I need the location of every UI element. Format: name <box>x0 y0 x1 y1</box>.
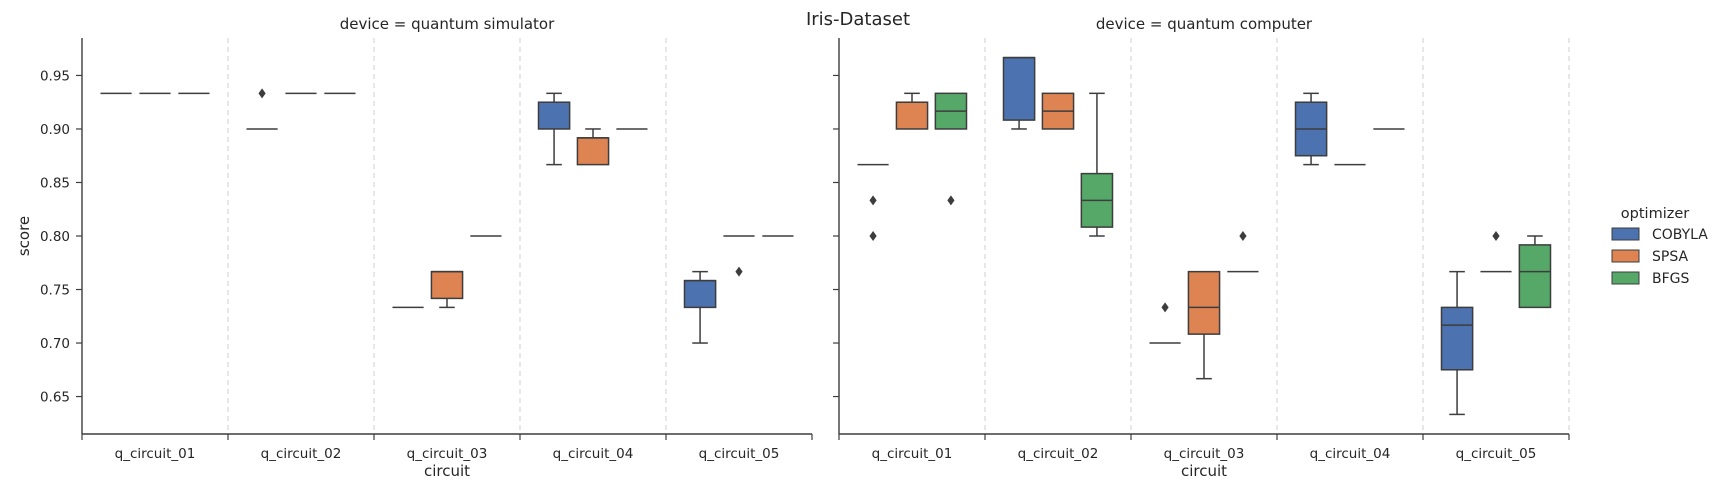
y-tick-label: 0.85 <box>40 175 70 191</box>
x-tick-label: q_circuit_04 <box>1310 446 1391 462</box>
facets: device = quantum simulator 0.65 0.70 0.75 0.… <box>15 15 1570 480</box>
y-tick-label: 0.75 <box>40 283 70 299</box>
legend-item-cobyla: COBYLA <box>1611 227 1708 243</box>
box-q_circuit_01-cobyla <box>857 163 889 241</box>
box-q_circuit_04-spsa <box>576 128 610 166</box>
outlier-point <box>1492 231 1500 241</box>
outlier-point <box>735 266 743 277</box>
box-q_circuit_03-cobyla <box>1149 302 1181 344</box>
x-tick-label: q_circuit_01 <box>872 446 953 462</box>
y-axis-label: score <box>15 216 33 256</box>
legend-swatch <box>1611 271 1640 285</box>
x-tick-label: q_circuit_02 <box>1018 446 1099 462</box>
legend-label: BFGS <box>1652 271 1690 287</box>
outlier-point <box>947 195 955 206</box>
y-tick-label: 0.90 <box>40 122 70 138</box>
box-q_circuit_03-spsa <box>430 270 464 309</box>
box-q_circuit_01-bfgs <box>934 92 968 206</box>
x-tick-label: q_circuit_05 <box>1456 446 1537 462</box>
legend-item-bfgs: BFGS <box>1611 271 1690 287</box>
legend-item-spsa: SPSA <box>1611 249 1688 265</box>
box-body <box>895 101 929 130</box>
box-q_circuit_03-spsa <box>1187 270 1221 380</box>
box-body <box>537 101 571 130</box>
x-tick-label: q_circuit_03 <box>1164 446 1245 462</box>
legend-swatch <box>1611 249 1640 263</box>
legend-label: SPSA <box>1652 249 1688 265</box>
x-tick-label: q_circuit_03 <box>407 446 488 462</box>
box-q_circuit_02-spsa <box>1041 92 1075 130</box>
box-body <box>576 137 610 166</box>
outlier-point <box>869 195 877 206</box>
box-body <box>1518 244 1552 309</box>
x-tick-label: q_circuit_01 <box>115 446 196 462</box>
box-q_circuit_04-cobyla <box>1294 92 1328 166</box>
x-tick-label: q_circuit_05 <box>699 446 780 462</box>
facet-panel-1: device = quantum simulator 0.65 0.70 0.75 0.… <box>15 15 813 480</box>
x-axis-label: circuit <box>424 462 470 480</box>
x-tick-label: q_circuit_02 <box>261 446 342 462</box>
outlier-point <box>1239 231 1247 241</box>
x-axis-label: circuit <box>1181 462 1227 480</box>
box-q_circuit_05-cobyla <box>1440 270 1474 416</box>
legend-title: optimizer <box>1621 206 1689 222</box>
facet-title: device = quantum simulator <box>340 15 555 33</box>
box-body <box>683 279 717 309</box>
outlier-point <box>1161 302 1169 313</box>
box-body <box>430 270 464 300</box>
box-body <box>1187 270 1221 335</box>
box-q_circuit_04-cobyla <box>537 92 571 166</box>
box-q_circuit_03-bfgs <box>1227 231 1259 273</box>
x-tick-label: q_circuit_04 <box>553 446 634 462</box>
outlier-point <box>258 88 266 99</box>
box-body <box>1002 56 1036 121</box>
y-tick-label: 0.80 <box>40 229 70 245</box>
y-tick-label: 0.95 <box>40 68 70 84</box>
y-tick-label: 0.70 <box>40 336 70 352</box>
box-q_circuit_02-bfgs <box>1080 92 1114 237</box>
facet-title: device = quantum computer <box>1096 15 1313 33</box>
legend-swatch <box>1611 227 1640 241</box>
facet-panel-2: device = quantum computer q_circuit_01 q_c… <box>833 15 1570 480</box>
outlier-point <box>869 231 877 241</box>
box-q_circuit_05-cobyla <box>683 270 717 344</box>
legend-label: COBYLA <box>1652 227 1708 243</box>
box-body <box>1440 306 1474 371</box>
box-q_circuit_05-spsa <box>723 235 755 277</box>
legend: optimizer COBYLA SPSA BFGS <box>1611 206 1708 287</box>
box-q_circuit_05-spsa <box>1480 231 1512 273</box>
box-q_circuit_01-spsa <box>895 92 929 130</box>
chart-title: Iris-Dataset <box>806 9 910 30</box>
box-q_circuit_05-bfgs <box>1518 235 1552 309</box>
y-tick-label: 0.65 <box>40 390 70 406</box>
box-q_circuit_02-cobyla <box>1002 56 1036 130</box>
